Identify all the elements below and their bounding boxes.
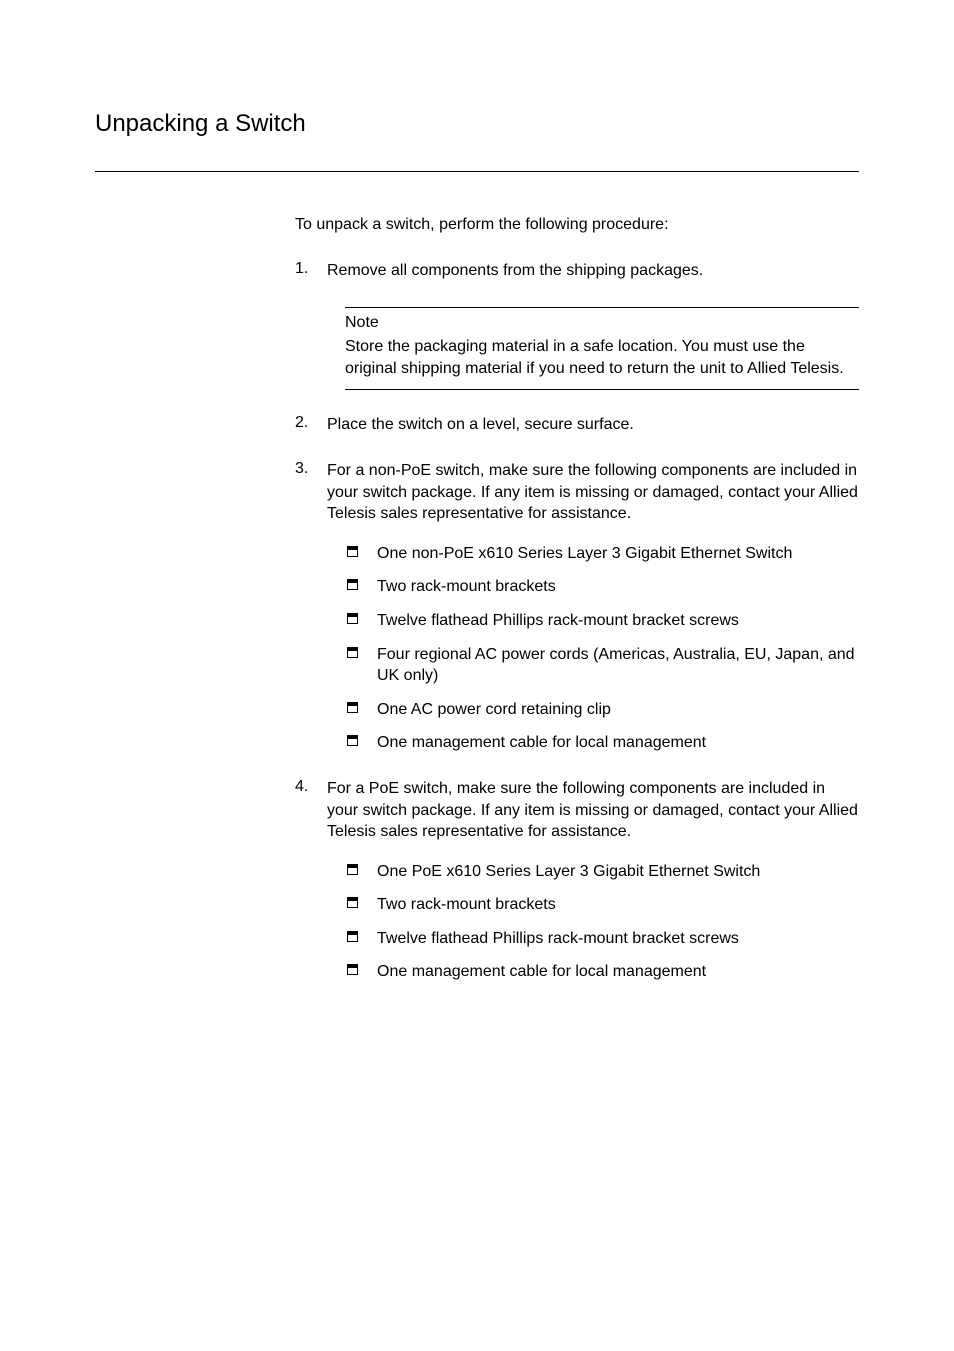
list-item: One management cable for local managemen… [347, 732, 859, 754]
step-text: For a non-PoE switch, make sure the foll… [327, 460, 859, 525]
section-header: Unpacking a Switch [95, 110, 859, 172]
list-item-text: Two rack-mount brackets [377, 896, 556, 913]
bullet-icon [347, 647, 358, 658]
list-item-text: Twelve flathead Phillips rack-mount brac… [377, 612, 739, 629]
list-item-text: One AC power cord retaining clip [377, 701, 611, 718]
step-1: Remove all components from the shipping … [295, 260, 859, 391]
note-box: Note Store the packaging material in a s… [345, 307, 859, 390]
list-item: Four regional AC power cords (Americas, … [347, 644, 859, 687]
bullet-icon [347, 931, 358, 942]
list-item: One AC power cord retaining clip [347, 699, 859, 721]
step-4: For a PoE switch, make sure the followin… [295, 778, 859, 983]
list-item-text: One non-PoE x610 Series Layer 3 Gigabit … [377, 545, 792, 562]
bullet-icon [347, 579, 358, 590]
note-label: Note [345, 314, 859, 332]
list-item-text: Two rack-mount brackets [377, 578, 556, 595]
list-item-text: One management cable for local managemen… [377, 963, 706, 980]
content-block: To unpack a switch, perform the followin… [295, 214, 859, 983]
intro-text: To unpack a switch, perform the followin… [295, 214, 859, 236]
bullet-icon [347, 964, 358, 975]
list-item: One non-PoE x610 Series Layer 3 Gigabit … [347, 543, 859, 565]
step-4-sublist: One PoE x610 Series Layer 3 Gigabit Ethe… [347, 861, 859, 983]
bullet-icon [347, 864, 358, 875]
list-item-text: One PoE x610 Series Layer 3 Gigabit Ethe… [377, 863, 760, 880]
step-text: For a PoE switch, make sure the followin… [327, 778, 859, 843]
bullet-icon [347, 546, 358, 557]
section-title: Unpacking a Switch [95, 110, 859, 138]
note-body: Store the packaging material in a safe l… [345, 338, 844, 377]
bullet-icon [347, 897, 358, 908]
list-item-text: Four regional AC power cords (Americas, … [377, 646, 855, 685]
procedure-list: Remove all components from the shipping … [295, 260, 859, 983]
list-item: One management cable for local managemen… [347, 961, 859, 983]
list-item: Twelve flathead Phillips rack-mount brac… [347, 610, 859, 632]
list-item-text: One management cable for local managemen… [377, 734, 706, 751]
list-item: Two rack-mount brackets [347, 576, 859, 598]
list-item-text: Twelve flathead Phillips rack-mount brac… [377, 930, 739, 947]
step-3-sublist: One non-PoE x610 Series Layer 3 Gigabit … [347, 543, 859, 754]
list-item: Two rack-mount brackets [347, 894, 859, 916]
list-item: Twelve flathead Phillips rack-mount brac… [347, 928, 859, 950]
step-2: Place the switch on a level, secure surf… [295, 414, 859, 436]
step-text: Remove all components from the shipping … [327, 260, 859, 282]
list-item: One PoE x610 Series Layer 3 Gigabit Ethe… [347, 861, 859, 883]
bullet-icon [347, 735, 358, 746]
bullet-icon [347, 613, 358, 624]
step-text: Place the switch on a level, secure surf… [327, 414, 859, 436]
step-3: For a non-PoE switch, make sure the foll… [295, 460, 859, 754]
bullet-icon [347, 702, 358, 713]
